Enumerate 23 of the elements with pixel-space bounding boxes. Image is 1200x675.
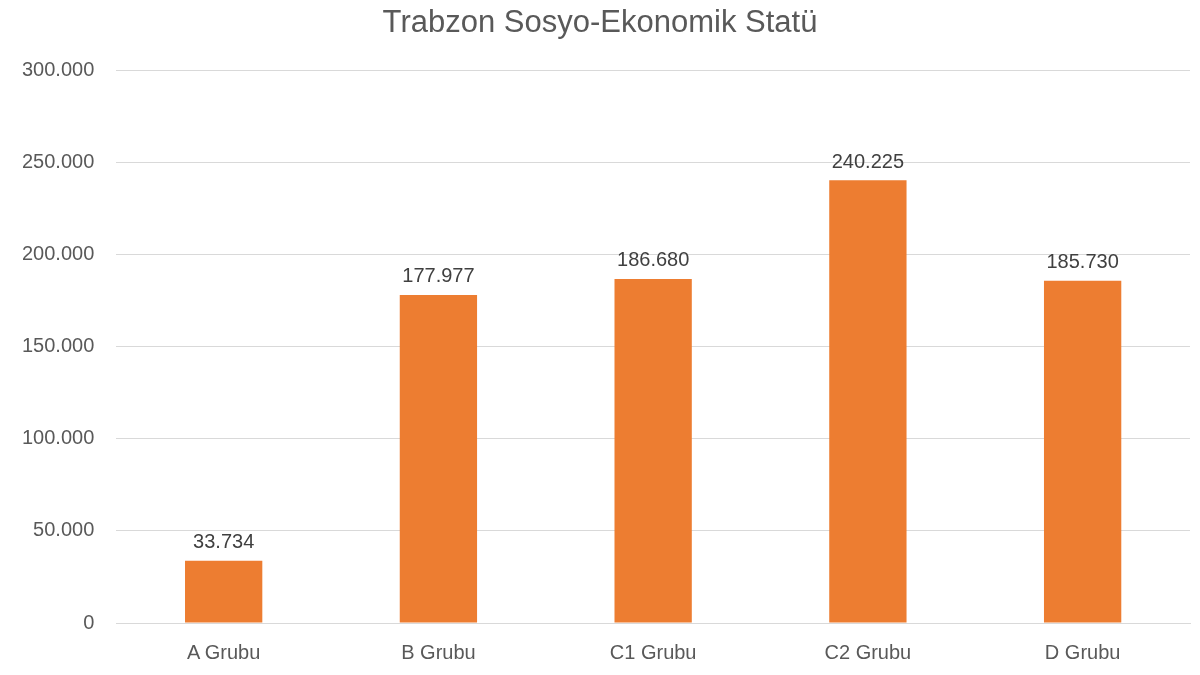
bar [185, 560, 263, 623]
data-label: 177.977 [402, 264, 475, 287]
y-tick-label: 50.000 [33, 518, 95, 541]
x-tick-label: D Grubu [1044, 640, 1121, 663]
data-label: 185.730 [1046, 250, 1119, 273]
x-tick-label: C2 Grubu [824, 640, 912, 663]
data-label: 33.734 [193, 530, 255, 553]
x-tick-label: B Grubu [401, 640, 476, 663]
x-tick-label: A Grubu [186, 640, 261, 663]
y-tick-label: 150.000 [22, 334, 95, 357]
data-label: 186.680 [617, 248, 690, 271]
bar [829, 180, 907, 623]
x-tick-label: C1 Grubu [609, 640, 697, 663]
y-tick-label: 250.000 [22, 149, 95, 172]
data-label: 240.225 [831, 149, 905, 172]
y-tick-label: 300.000 [22, 57, 95, 80]
chart-title: Trabzon Sosyo-Ekonomik Statü [381, 4, 819, 40]
y-tick-label: 200.000 [22, 241, 95, 264]
bar [1043, 280, 1122, 623]
y-tick-label: 100.000 [22, 426, 95, 449]
bar [399, 294, 478, 623]
bar [614, 278, 692, 623]
y-tick-label: 0 [83, 610, 95, 633]
